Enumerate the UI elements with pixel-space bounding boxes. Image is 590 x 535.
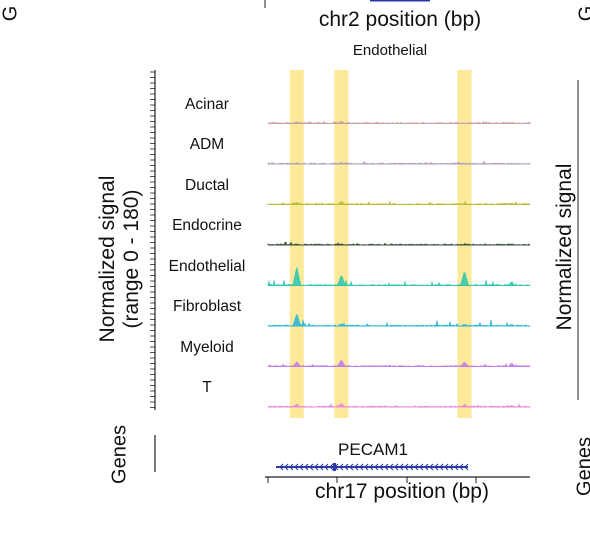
top-right-partial-label: G [576,0,590,29]
strand-arrow [464,463,469,471]
strand-arrow [364,463,369,471]
strand-arrow [374,463,379,471]
strand-arrow [284,463,289,471]
strand-arrow [329,463,334,471]
strand-arrow [444,463,449,471]
right-panel-y-axis-label: Normalized signal [553,163,576,331]
gene-exon-mark [333,463,336,471]
track-label-ductal: Ductal [185,176,229,194]
strand-arrow [354,463,359,471]
bottom-x-axis-label: chr17 position (bp) [315,480,489,503]
strand-arrow [314,463,319,471]
strand-arrow [339,463,344,471]
strand-arrow [289,463,294,471]
gene-name-label: PECAM1 [338,440,408,459]
strand-arrow [429,463,434,471]
strand-arrow [294,463,299,471]
signal-track-myeloid [267,360,531,367]
track-label-t: T [202,379,212,396]
y-axis-ruler [150,70,156,410]
strand-arrow [324,463,329,471]
strand-arrow [349,463,354,471]
top-x-axis-label: chr2 position (bp) [318,8,482,31]
strand-arrow [424,463,429,471]
strand-arrow [459,463,464,471]
strand-arrow [409,463,414,471]
y-axis-label-line1: Normalized signal [96,175,119,343]
strand-arrow [399,463,404,471]
strand-arrow [454,463,459,471]
strand-arrow [359,463,364,471]
strand-arrow [319,463,324,471]
strand-arrow [404,463,409,471]
genes-axis-label: Genes [108,425,131,484]
bottom-x-axis [265,476,530,483]
pecam1-gene-model [276,463,469,471]
strand-arrow [379,463,384,471]
track-label-endothelial: Endothelial [168,257,246,275]
track-label-fibroblast: Fibroblast [172,298,242,315]
strand-arrow [414,463,419,471]
track-label-adm: ADM [189,136,225,153]
strand-arrow [309,463,314,471]
strand-arrow [279,463,284,471]
track-label-endocrine: Endocrine [172,217,242,234]
top-x-axis [264,0,430,8]
strand-arrow [389,463,394,471]
strand-arrow [449,463,454,471]
track-label-myeloid: Myeloid [180,338,234,356]
top-left-partial-label: G [0,5,22,22]
strand-arrow [394,463,399,471]
signal-track-endothelial [267,266,531,286]
strand-arrow [439,463,444,471]
signal-track-adm [267,160,531,165]
panel-title: Endothelial [352,42,428,59]
y-axis-label-line2: (range 0 - 180) [120,189,143,329]
signal-tracks [267,120,531,408]
strand-arrow [344,463,349,471]
strand-arrow [304,463,309,471]
strand-arrow [384,463,389,471]
strand-arrow [419,463,424,471]
right-panel-genes-label: Genes [573,437,590,496]
strand-arrow [299,463,304,471]
y-axis-label: Normalized signal (range 0 - 180) [96,119,144,399]
strand-arrow [369,463,374,471]
strand-arrow [434,463,439,471]
track-label-acinar: Acinar [185,95,229,113]
signal-track-fibroblast [267,313,531,327]
